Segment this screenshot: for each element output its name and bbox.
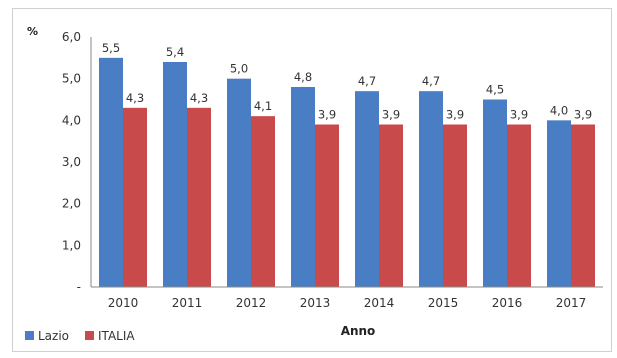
- data-label-italia-2014: 3,9: [382, 108, 400, 122]
- data-label-lazio-2013: 4,8: [294, 70, 312, 84]
- data-label-italia-2017: 3,9: [574, 108, 592, 122]
- bar-lazio-2010: [99, 57, 123, 288]
- data-label-italia-2016: 3,9: [510, 108, 528, 122]
- bar-italia-2014: [379, 124, 403, 287]
- data-label-italia-2015: 3,9: [446, 108, 464, 122]
- y-tick-label: 3,0: [62, 155, 81, 169]
- x-tick-label: 2014: [364, 296, 395, 310]
- bar-lazio-2011: [163, 62, 187, 287]
- x-tick-label: 2013: [300, 296, 331, 310]
- bar-lazio-2015: [419, 91, 443, 288]
- y-tick-label: 2,0: [62, 197, 81, 211]
- y-tick-label: -: [77, 280, 81, 294]
- x-tick-label: 2016: [492, 296, 523, 310]
- bar-series: [99, 57, 595, 288]
- y-tick-label: 4,0: [62, 113, 81, 127]
- x-axis-ticks: 2010 2011 2012 2013 2014 2015 2016 2017: [108, 296, 587, 310]
- x-tick-label: 2012: [236, 296, 267, 310]
- legend-swatch-italia: [85, 331, 94, 340]
- bar-italia-2017: [571, 124, 595, 287]
- y-tick-label: 1,0: [62, 238, 81, 252]
- x-axis-title: Anno: [341, 324, 376, 338]
- bar-lazio-2013: [291, 87, 315, 287]
- data-label-italia-2011: 4,3: [190, 91, 208, 105]
- y-axis-ticks: - 1,0 2,0 3,0 4,0 5,0 6,0: [62, 30, 81, 294]
- bar-italia-2016: [507, 124, 531, 287]
- legend: Lazio ITALIA: [25, 329, 135, 343]
- bar-italia-2013: [315, 124, 339, 287]
- data-label-lazio-2012: 5,0: [230, 62, 248, 76]
- bar-italia-2015: [443, 124, 467, 287]
- legend-label-lazio: Lazio: [38, 329, 69, 343]
- data-label-lazio-2011: 5,4: [166, 45, 184, 59]
- y-tick-label: 6,0: [62, 30, 81, 44]
- bar-lazio-2017: [547, 120, 571, 287]
- chart-frame: % - 1,0 2,0 3,0 4,0 5,0 6,0 5,5 4,3 5,4 4,3 5,0 4,1…: [12, 8, 612, 352]
- data-label-italia-2012: 4,1: [254, 99, 272, 113]
- data-label-lazio-2010: 5,5: [102, 41, 120, 55]
- x-tick-label: 2010: [108, 296, 139, 310]
- data-label-italia-2010: 4,3: [126, 91, 144, 105]
- data-label-lazio-2014: 4,7: [358, 74, 376, 88]
- data-label-lazio-2015: 4,7: [422, 74, 440, 88]
- bar-lazio-2016: [483, 99, 507, 287]
- data-label-lazio-2016: 4,5: [486, 83, 504, 97]
- data-label-italia-2013: 3,9: [318, 108, 336, 122]
- bar-italia-2012: [251, 116, 275, 288]
- y-tick-label: 5,0: [62, 72, 81, 86]
- bar-chart: % - 1,0 2,0 3,0 4,0 5,0 6,0 5,5 4,3 5,4 4,3 5,0 4,1…: [25, 25, 603, 343]
- data-label-lazio-2017: 4,0: [550, 103, 568, 117]
- x-tick-label: 2011: [172, 296, 203, 310]
- data-labels: 5,5 4,3 5,4 4,3 5,0 4,1 4,8 3,9 4,7 3,9 4,7 3,9 4,5 3…: [102, 41, 592, 122]
- bar-italia-2011: [187, 107, 211, 287]
- bar-lazio-2014: [355, 91, 379, 288]
- bar-italia-2010: [123, 107, 147, 287]
- legend-label-italia: ITALIA: [98, 329, 135, 343]
- x-tick-label: 2017: [556, 296, 587, 310]
- legend-swatch-lazio: [25, 331, 34, 340]
- x-tick-label: 2015: [428, 296, 459, 310]
- y-axis-unit-label: %: [27, 25, 38, 38]
- bar-lazio-2012: [227, 78, 251, 288]
